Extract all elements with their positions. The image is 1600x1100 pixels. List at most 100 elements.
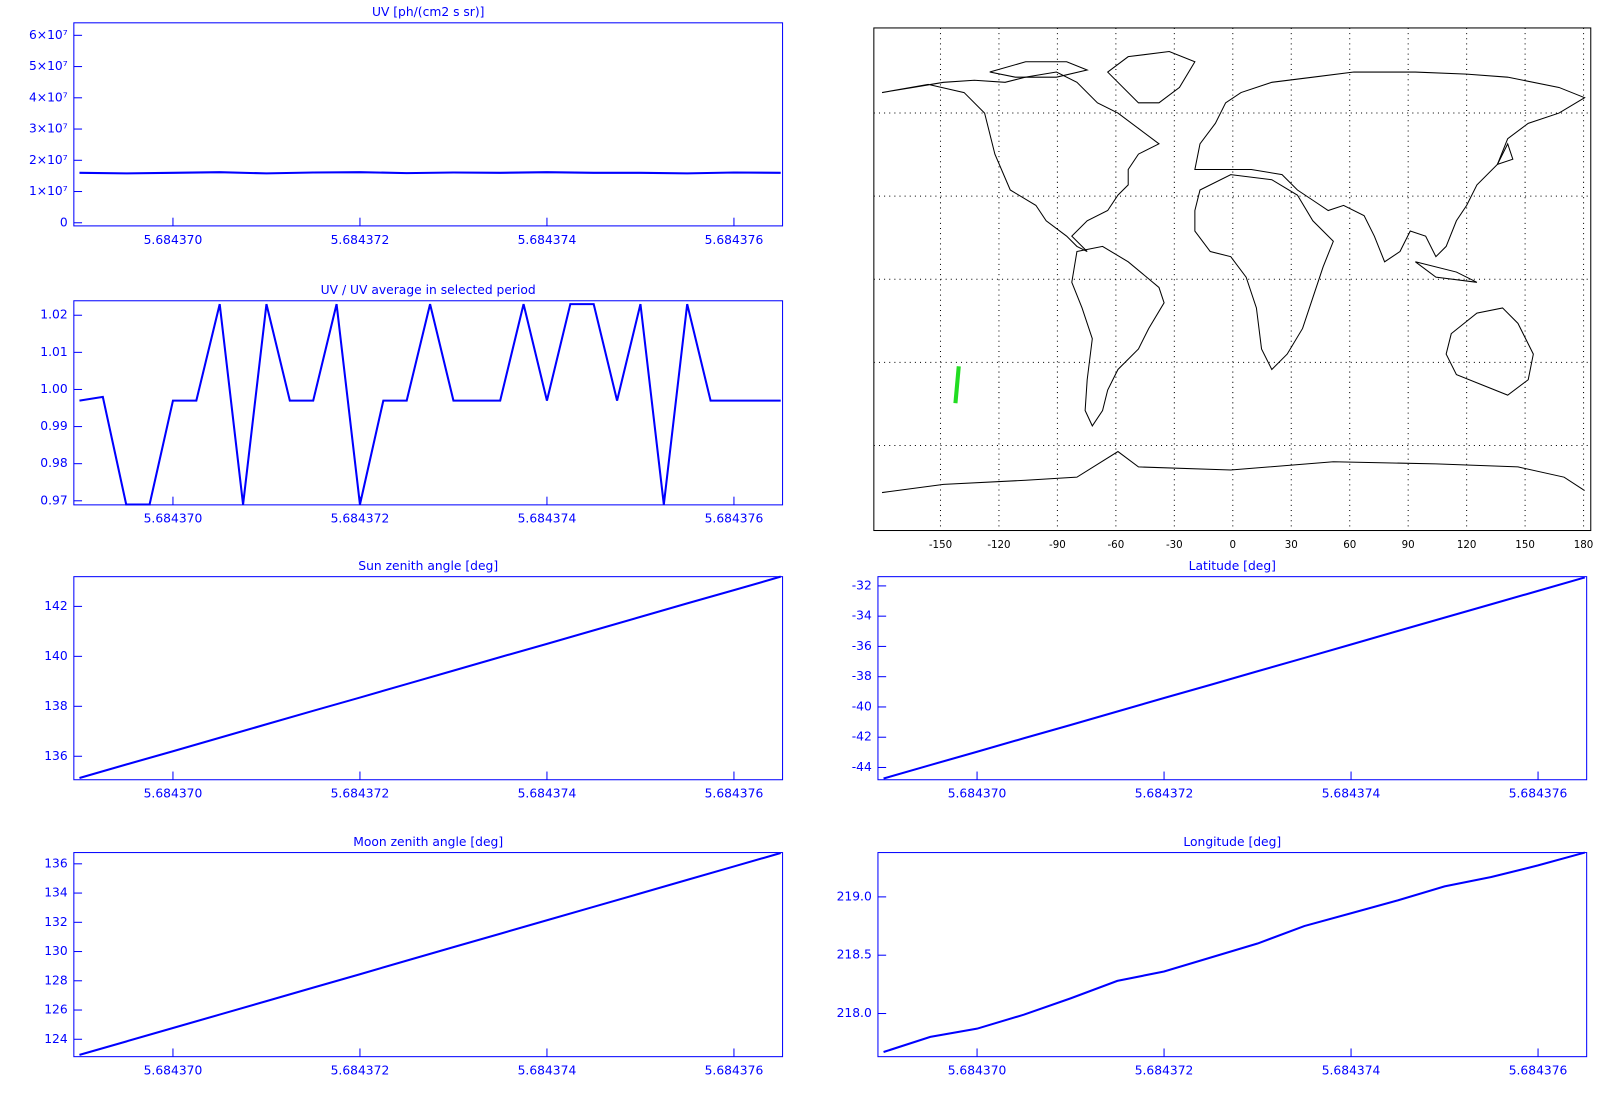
y-tick-label: 126 (44, 1003, 68, 1017)
x-tick-label: 90 (1402, 539, 1415, 551)
y-tick-label: 0.99 (40, 419, 67, 433)
x-tick-label: 5.684376 (705, 512, 764, 526)
x-tick-label: 5.684374 (518, 512, 577, 526)
africa (1194, 174, 1334, 371)
plot-frame (73, 576, 784, 781)
y-tick-label: -44 (852, 760, 872, 774)
plot-frame (73, 852, 784, 1058)
chart-title: Moon zenith angle [deg] (353, 835, 503, 849)
y-tick-label: 6×10⁷ (29, 28, 68, 42)
y-tick-label: 0 (60, 215, 68, 229)
data-line (79, 852, 781, 1056)
x-tick-label: -30 (1166, 539, 1183, 551)
plot-panel: UV [ph/(cm2 s sr)] 5.684370 5.684372 5.6843… (29, 5, 784, 247)
plot-frame (73, 300, 784, 506)
x-tick-label: 5.684374 (518, 787, 577, 801)
y-tick-label: 132 (44, 915, 67, 929)
x-tick-label: 5.684372 (1135, 787, 1194, 801)
chart-title: Sun zenith angle [deg] (358, 559, 498, 573)
x-tick-label: 120 (1457, 539, 1477, 551)
japan (1496, 142, 1514, 166)
y-tick-label: 219.0 (837, 889, 872, 903)
chart-title: Longitude [deg] (1183, 835, 1281, 849)
x-tick-label: 0 (1230, 539, 1237, 551)
data-line (883, 576, 1586, 780)
indonesia (1415, 261, 1478, 283)
y-tick-label: -42 (852, 730, 872, 744)
map-panel: -150 -120 -90 -60 -30 0 30 60 90 120 150 180 (873, 27, 1594, 551)
y-tick-label: 218.0 (837, 1006, 872, 1020)
x-tick-label: 5.684370 (948, 1064, 1007, 1078)
x-tick-label: 180 (1574, 539, 1594, 551)
x-tick-label: -150 (929, 539, 952, 551)
x-tick-label: -90 (1049, 539, 1066, 551)
x-tick-label: 5.684374 (1322, 1064, 1381, 1078)
x-tick-label: 5.684376 (1509, 787, 1568, 801)
data-line (79, 171, 781, 175)
x-tick-label: 5.684370 (144, 233, 203, 247)
plot-panel: UV / UV average in selected period 5.6843… (40, 283, 784, 526)
x-tick-label: 5.684370 (144, 787, 203, 801)
north-america (881, 71, 1160, 252)
eurasia (1194, 71, 1586, 263)
chart-title: UV [ph/(cm2 s sr)] (372, 5, 485, 19)
y-tick-label: 128 (44, 973, 67, 987)
x-tick-label: 5.684372 (331, 1064, 390, 1078)
x-tick-label: 60 (1343, 539, 1356, 551)
data-line (883, 851, 1586, 1053)
x-tick-label: 5.684376 (1509, 1064, 1568, 1078)
x-tick-label: 5.684376 (705, 787, 764, 801)
plot-panel: Longitude [deg] 5.684370 5.684372 5.684374 5… (837, 835, 1588, 1078)
y-tick-label: 4×10⁷ (29, 90, 68, 104)
y-tick-label: 1×10⁷ (29, 184, 68, 198)
x-tick-label: 5.684372 (331, 787, 390, 801)
y-tick-label: -32 (852, 578, 872, 592)
plot-frame (877, 576, 1588, 781)
y-tick-label: -36 (852, 639, 872, 653)
plot-frame (73, 22, 784, 227)
chart-title: UV / UV average in selected period (321, 283, 536, 297)
x-tick-label: 5.684370 (144, 512, 203, 526)
data-line (79, 303, 781, 506)
chart-title: Latitude [deg] (1189, 559, 1276, 573)
y-tick-label: -40 (852, 699, 872, 713)
x-tick-label: -60 (1107, 539, 1124, 551)
y-tick-label: 136 (44, 856, 68, 870)
x-tick-label: 5.684372 (1135, 1064, 1194, 1078)
y-tick-label: 2×10⁷ (29, 153, 68, 167)
x-tick-label: 5.684376 (705, 1064, 764, 1078)
greenland (1106, 51, 1196, 104)
plot-frame (877, 852, 1588, 1058)
y-tick-label: 1.00 (40, 382, 67, 396)
y-tick-label: 134 (44, 886, 68, 900)
plot-panel: Sun zenith angle [deg] 5.684370 5.684372 5.… (44, 559, 784, 801)
plot-panel: Moon zenith angle [deg] 5.684370 5.684372 5… (44, 835, 784, 1078)
y-tick-label: 136 (44, 749, 68, 763)
x-tick-label: 5.684376 (705, 233, 764, 247)
coastlines (881, 51, 1586, 494)
y-tick-label: 124 (44, 1032, 68, 1046)
y-tick-label: 3×10⁷ (29, 122, 68, 136)
y-tick-label: 142 (44, 599, 67, 613)
y-tick-label: 5×10⁷ (29, 59, 68, 73)
x-tick-label: 150 (1515, 539, 1535, 551)
x-tick-label: 5.684372 (331, 512, 390, 526)
antarctica (881, 450, 1585, 494)
y-tick-label: 1.01 (40, 345, 67, 359)
y-tick-label: 130 (44, 944, 67, 958)
y-tick-label: 138 (44, 699, 67, 713)
y-tick-label: 1.02 (40, 308, 67, 322)
y-tick-label: -38 (852, 669, 872, 683)
y-tick-label: 140 (44, 649, 67, 663)
x-tick-label: 5.684374 (518, 233, 577, 247)
plot-frame (873, 27, 1592, 532)
y-tick-label: 218.5 (837, 948, 872, 962)
y-tick-label: 0.97 (40, 493, 67, 507)
plot-panel: Latitude [deg] 5.684370 5.684372 5.684374 5.… (852, 559, 1588, 801)
ground-track (953, 366, 961, 404)
x-tick-label: 5.684370 (144, 1064, 203, 1078)
x-tick-label: 30 (1285, 539, 1298, 551)
data-line (79, 575, 781, 779)
arctic-islands (989, 61, 1089, 78)
x-tick-label: 5.684374 (518, 1064, 577, 1078)
